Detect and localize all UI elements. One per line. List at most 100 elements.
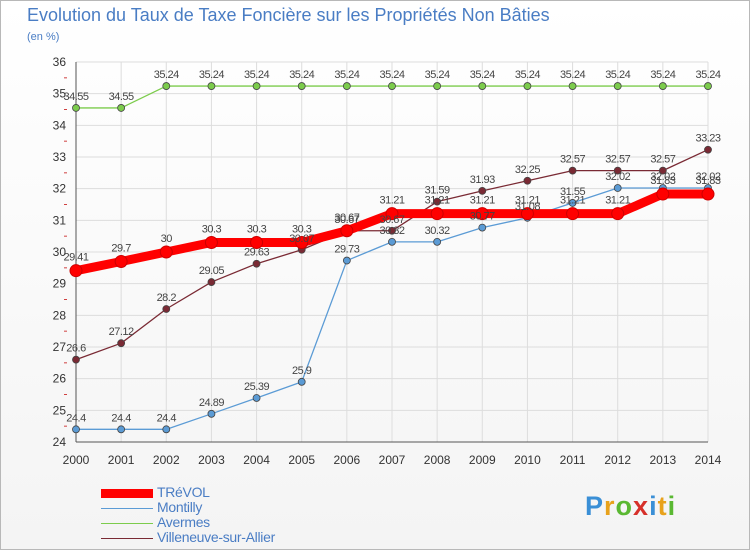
data-label-avermes: 35.24 — [154, 69, 179, 81]
data-label-montilly: 31.08 — [515, 201, 540, 213]
data-point-villeneuve — [72, 355, 80, 364]
data-label-villeneuve: 30.67 — [334, 214, 359, 226]
data-point-trevol — [611, 207, 625, 221]
y-tick-label: 34 — [53, 118, 67, 132]
data-point-villeneuve — [162, 305, 171, 313]
data-label-villeneuve: 30.67 — [379, 214, 404, 226]
data-label-montilly: 30.32 — [379, 225, 404, 237]
data-label-montilly: 24.4 — [66, 412, 86, 424]
data-point-trevol — [159, 245, 173, 259]
data-label-villeneuve: 31.59 — [425, 185, 450, 197]
data-point-montilly — [478, 223, 487, 232]
data-label-trevol: 30.67 — [334, 212, 359, 224]
data-label-villeneuve: 32.57 — [560, 154, 585, 166]
data-point-villeneuve — [523, 176, 532, 185]
data-label-montilly: 31.55 — [560, 186, 585, 198]
data-point-trevol — [656, 187, 670, 201]
data-label-avermes: 35.24 — [650, 69, 675, 81]
data-point-villeneuve — [252, 259, 261, 268]
data-point-avermes — [388, 82, 396, 90]
data-point-trevol — [340, 224, 354, 238]
data-point-trevol — [295, 236, 309, 249]
data-point-avermes — [478, 82, 487, 90]
y-tick-label: 24 — [53, 435, 67, 449]
data-point-trevol — [114, 255, 128, 268]
legend-swatch-trevol — [101, 489, 153, 498]
data-point-villeneuve — [658, 166, 667, 175]
data-label-trevol: 30.3 — [247, 224, 267, 236]
data-label-avermes: 35.24 — [605, 69, 630, 81]
x-tick-label: 2002 — [153, 453, 180, 467]
data-label-villeneuve: 32.57 — [650, 154, 675, 166]
data-label-avermes: 35.24 — [199, 69, 224, 81]
data-point-trevol — [250, 236, 264, 249]
data-point-avermes — [568, 82, 577, 90]
y-tick-label: 35 — [53, 87, 67, 101]
proxiti-logo: Proxiti — [585, 491, 676, 522]
data-point-avermes — [658, 82, 667, 90]
data-label-avermes: 35.24 — [379, 69, 404, 81]
data-label-trevol: 30 — [161, 233, 173, 245]
data-point-avermes — [117, 104, 126, 112]
data-label-villeneuve: 27.12 — [109, 326, 134, 338]
x-tick-label: 2006 — [334, 453, 361, 467]
data-label-villeneuve: 32.25 — [515, 164, 540, 176]
data-label-avermes: 34.55 — [109, 91, 134, 103]
x-tick-label: 2007 — [379, 453, 406, 467]
data-point-villeneuve — [568, 166, 577, 175]
y-tick-label: 30 — [53, 245, 67, 259]
data-label-avermes: 35.24 — [425, 69, 450, 81]
data-label-avermes: 35.24 — [695, 69, 720, 81]
data-point-avermes — [162, 82, 171, 90]
legend-label-trevol: TRéVOL — [157, 484, 210, 500]
data-point-montilly — [252, 394, 261, 402]
data-label-trevol: 31.21 — [515, 195, 540, 207]
data-point-villeneuve — [613, 166, 622, 175]
logo-letter: i — [649, 491, 658, 521]
data-label-montilly: 32.02 — [695, 171, 720, 183]
y-tick-label: 27 — [53, 340, 67, 354]
x-tick-label: 2004 — [243, 453, 270, 467]
data-point-montilly — [72, 425, 80, 434]
legend-swatch-montilly — [101, 508, 153, 509]
data-point-montilly — [613, 184, 622, 192]
data-label-trevol: 30.3 — [202, 224, 222, 236]
data-point-montilly — [162, 425, 171, 434]
legend-swatch-villeneuve — [101, 538, 153, 539]
data-point-trevol — [430, 207, 444, 221]
data-point-montilly — [117, 425, 126, 434]
data-label-trevol: 29.41 — [63, 252, 88, 264]
data-label-montilly: 25.39 — [244, 381, 269, 393]
data-label-montilly: 24.89 — [199, 397, 224, 409]
y-tick-label: 31 — [53, 213, 67, 227]
y-tick-label: 25 — [53, 403, 67, 417]
x-tick-label: 2005 — [288, 453, 315, 467]
data-label-trevol: 31.21 — [560, 195, 585, 207]
data-label-avermes: 35.24 — [244, 69, 269, 81]
data-point-trevol — [204, 236, 218, 249]
data-label-avermes: 35.24 — [470, 69, 495, 81]
chart-unit-label: (en %) — [27, 31, 60, 43]
data-label-villeneuve: 32.57 — [605, 154, 630, 166]
data-label-trevol: 31.21 — [379, 195, 404, 207]
data-point-avermes — [207, 82, 216, 90]
data-point-montilly — [433, 237, 442, 246]
data-point-trevol — [520, 207, 534, 221]
data-label-montilly: 32.02 — [605, 171, 630, 183]
data-point-avermes — [523, 82, 532, 90]
data-point-avermes — [613, 82, 622, 90]
data-point-villeneuve — [117, 339, 126, 348]
x-tick-label: 2008 — [424, 453, 451, 467]
data-point-avermes — [252, 82, 261, 90]
data-point-trevol — [69, 264, 83, 278]
data-label-villeneuve: 29.05 — [199, 265, 224, 277]
logo-letter: o — [615, 491, 634, 521]
data-point-villeneuve — [478, 186, 487, 195]
data-label-villeneuve: 31.93 — [470, 174, 495, 186]
y-tick-label: 26 — [53, 372, 67, 386]
data-label-avermes: 35.24 — [515, 69, 540, 81]
y-tick-label: 28 — [53, 308, 67, 322]
y-tick-label: 36 — [53, 55, 67, 69]
data-label-trevol: 30.3 — [292, 224, 312, 236]
data-label-montilly: 30.77 — [470, 211, 495, 223]
